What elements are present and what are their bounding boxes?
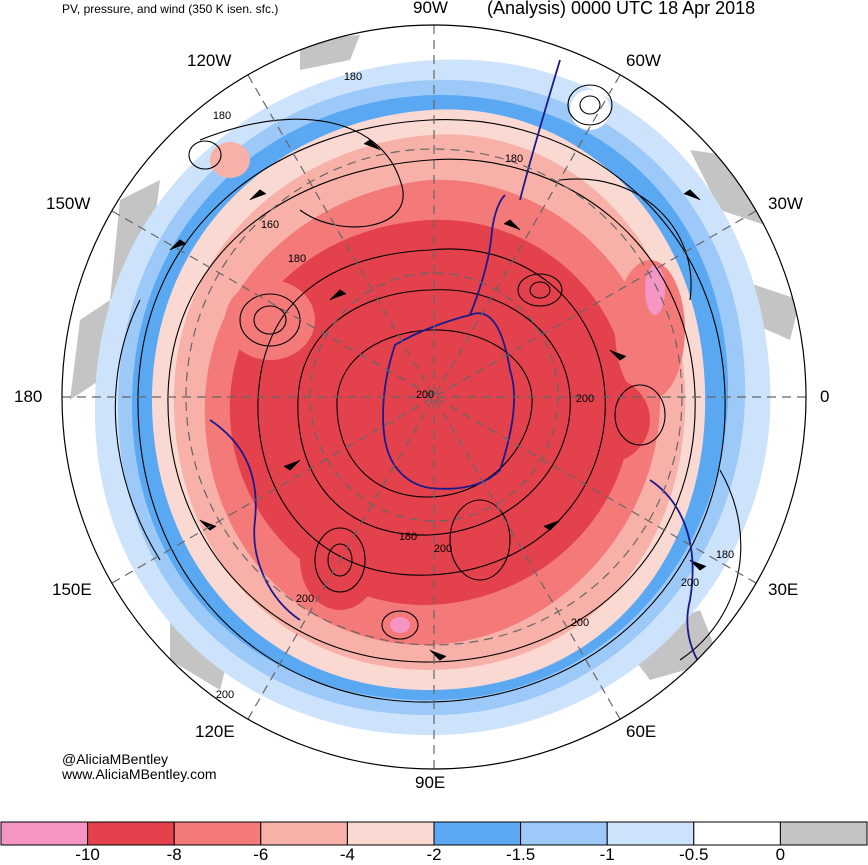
colorbar-tick-label: -1: [599, 845, 615, 864]
colorbar-tick-label: -4: [339, 845, 355, 864]
pv-lobe: [210, 142, 250, 178]
colorbar-swatch: [260, 821, 348, 846]
contour-label: 200: [296, 593, 314, 605]
pv-lobe: [615, 260, 685, 400]
contour-label: 180: [213, 110, 231, 122]
colorbar-swatch: [520, 821, 608, 846]
colorbar-tick-label: -8: [166, 845, 182, 864]
colorbar-tick-label: -2: [426, 845, 442, 864]
pv-lobe: [435, 485, 525, 595]
contour-label: 180: [288, 253, 306, 265]
contour-label: 180: [505, 153, 523, 165]
colorbar-swatch: [433, 821, 522, 846]
colorbar-tick-label: 0: [775, 845, 786, 864]
contour-label: 180: [344, 71, 362, 83]
pv-lobe-peak: [390, 617, 410, 633]
lon-label-30e: 30E: [768, 580, 799, 599]
credit-website: www.AliciaMBentley.com: [62, 766, 217, 782]
contour-label-group: 180 180 180 160 180 200 200 180 200 200 …: [213, 71, 734, 701]
map-boundary: [61, 24, 807, 770]
lon-label-120w: 120W: [187, 51, 232, 70]
contour-label: 200: [576, 393, 594, 405]
colorbar-tick-label: -0.5: [679, 845, 709, 864]
contour-label: 200: [681, 577, 699, 589]
contour-label: 200: [434, 543, 452, 555]
lon-label-90e: 90E: [415, 773, 446, 792]
colorbar-swatch: [173, 821, 262, 846]
colorbar-tick-label: -10: [75, 845, 100, 864]
graticule: [62, 25, 806, 769]
pv-lobe: [570, 90, 610, 130]
lon-label-120e: 120E: [195, 722, 235, 741]
lon-label-150e: 150E: [52, 580, 92, 599]
colorbar-tick-label: -1.5: [505, 845, 536, 864]
wind-barbs: [169, 139, 707, 661]
contour-label: 200: [416, 389, 434, 401]
contour-label: 160: [261, 219, 279, 231]
contour-label: 200: [571, 617, 589, 629]
pv-lobe: [225, 280, 315, 360]
pv-lobe: [550, 375, 650, 465]
colorbar-swatch: [87, 821, 175, 846]
pv-lobe-peak: [645, 265, 665, 315]
contour-label: 180: [716, 549, 734, 561]
colorbar-tick-label: -6: [253, 845, 269, 864]
lon-label-90w: 90W: [413, 0, 448, 17]
map-title: (Analysis) 0000 UTC 18 Apr 2018: [487, 0, 756, 18]
colorbar-swatch: [606, 821, 695, 846]
contour-label: 200: [216, 689, 234, 701]
colorbar-swatch: [693, 821, 781, 846]
map-subtitle: PV, pressure, and wind (350 K isen. sfc.…: [62, 2, 279, 16]
pressure-contours: [114, 84, 742, 703]
colorbar-swatch: [346, 821, 435, 846]
lon-label-60w: 60W: [626, 51, 661, 70]
lon-label-60e: 60E: [626, 722, 657, 741]
lon-label-150w: 150W: [46, 194, 91, 213]
colorbar-swatch: [779, 821, 868, 846]
colorbar: [0, 821, 868, 846]
pv-core: [229, 219, 631, 606]
lon-label-30w: 30W: [768, 194, 803, 213]
lon-label-0: 0: [820, 387, 830, 406]
contour-label: 180: [399, 531, 417, 543]
lon-label-180: 180: [14, 387, 43, 406]
colorbar-swatch: [0, 821, 89, 846]
credit-handle: @AliciaMBentley: [62, 751, 169, 767]
